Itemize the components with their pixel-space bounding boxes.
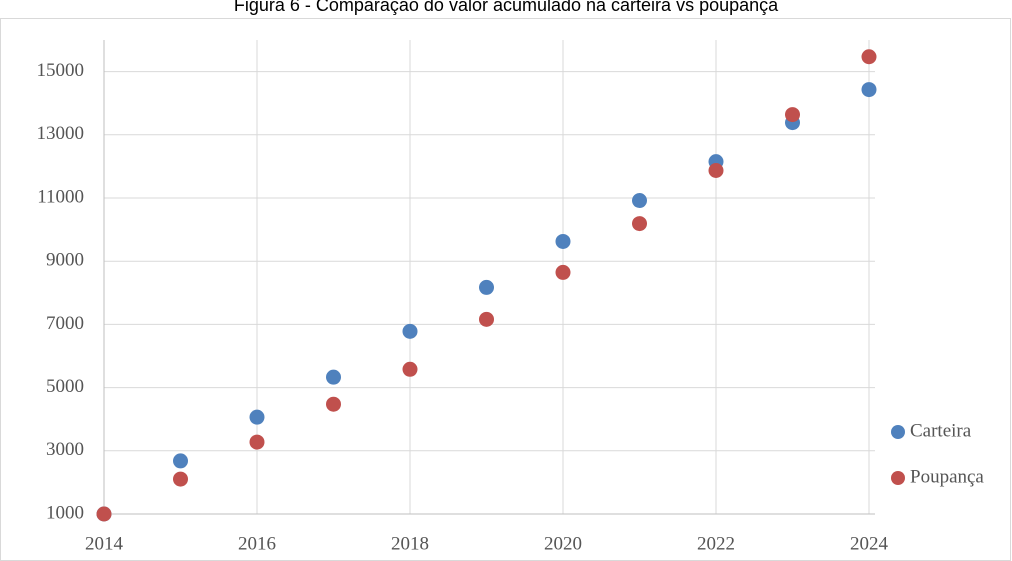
point (173, 471, 188, 487)
point (632, 193, 647, 209)
point (861, 82, 877, 98)
point (326, 396, 341, 412)
y-tick-label: 11000 (37, 186, 84, 207)
point (555, 233, 571, 249)
point (632, 216, 647, 232)
point (708, 163, 724, 179)
x-tick-label: 2018 (391, 533, 429, 554)
chart-title: Figura 6 - Comparação do valor acumulado… (234, 0, 779, 15)
point (249, 434, 265, 450)
x-tick-label: 2024 (850, 533, 889, 554)
point (402, 323, 418, 339)
x-tick-label: 2020 (544, 533, 582, 554)
point (326, 369, 341, 385)
point (479, 279, 494, 295)
legend-marker (891, 471, 905, 485)
y-tick-label: 3000 (46, 439, 84, 460)
point (479, 311, 494, 327)
y-tick-label: 13000 (37, 123, 85, 144)
point (96, 506, 112, 522)
chart-frame (0, 18, 1011, 561)
legend-label: Carteira (910, 420, 972, 441)
y-tick-label: 1000 (46, 502, 84, 523)
x-tick-label: 2016 (238, 533, 276, 554)
point (555, 264, 571, 280)
point (402, 361, 418, 377)
point (173, 453, 188, 469)
legend-label: Poupança (910, 466, 984, 487)
y-tick-label: 7000 (46, 313, 84, 334)
x-tick-label: 2022 (697, 533, 735, 554)
y-tick-label: 5000 (46, 376, 84, 397)
y-tick-label: 15000 (37, 60, 85, 81)
y-tick-label: 9000 (46, 250, 84, 271)
point (861, 49, 877, 65)
x-tick-label: 2014 (85, 533, 124, 554)
point (785, 107, 800, 123)
point (249, 409, 265, 425)
legend-marker (891, 425, 905, 439)
